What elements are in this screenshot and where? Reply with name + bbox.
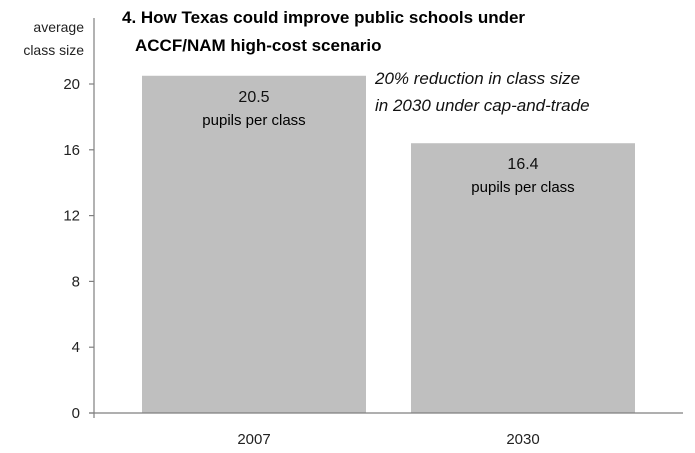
y-axis-ticks: 0 4 8 12 16 20: [63, 76, 94, 422]
unit-label-2030: pupils per class: [471, 179, 574, 196]
x-tick-label-2007: 2007: [237, 431, 270, 448]
y-tick-label: 16: [63, 142, 80, 159]
y-axis-label-line-2: class size: [23, 42, 84, 58]
bar-2030: [411, 143, 635, 413]
chart-title-line-1: 4. How Texas could improve public school…: [122, 8, 525, 27]
bar-2007: [142, 75, 366, 414]
chart-title-line-2: ACCF/NAM high-cost scenario: [135, 36, 382, 55]
y-axis-label-line-1: average: [33, 19, 84, 35]
y-tick-label: 20: [63, 76, 80, 93]
y-tick-label: 0: [72, 405, 80, 422]
unit-label-2007: pupils per class: [202, 112, 305, 129]
y-tick-label: 8: [72, 273, 80, 290]
x-tick-label-2030: 2030: [506, 431, 539, 448]
annotation-line-2: in 2030 under cap-and-trade: [375, 96, 590, 115]
y-tick-label: 12: [63, 208, 80, 225]
value-label-2007: 20.5: [238, 89, 269, 106]
value-label-2030: 16.4: [507, 156, 538, 173]
y-tick-label: 4: [72, 339, 80, 356]
annotation-line-1: 20% reduction in class size: [374, 69, 580, 88]
